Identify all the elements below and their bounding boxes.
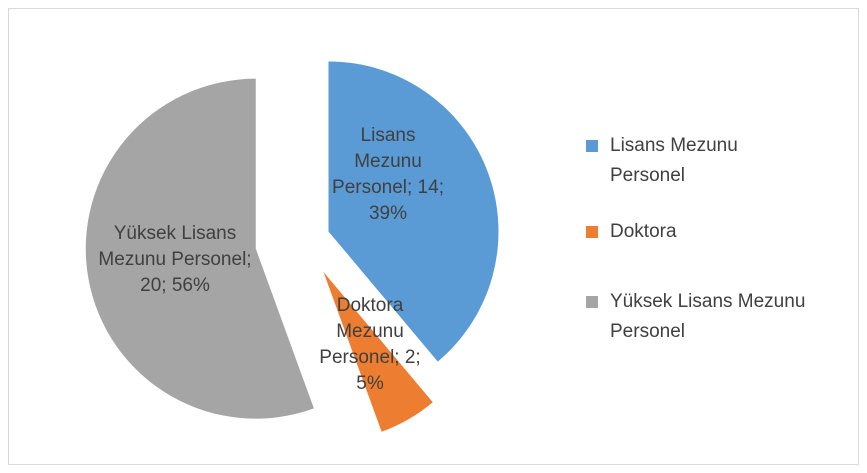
- legend-label: Lisans Mezunu Personel: [610, 135, 738, 186]
- legend-swatch: [586, 296, 598, 308]
- pie-slice: [323, 272, 433, 432]
- data-label: Lisans Mezunu Personel; 14; 39%: [332, 125, 444, 224]
- legend-label: Doktora: [610, 221, 677, 242]
- legend-swatch: [586, 226, 598, 238]
- legend-label: Yüksek Lisans Mezunu Personel: [610, 291, 806, 342]
- pie-slice: [85, 78, 314, 419]
- data-label: Yüksek Lisans Mezunu Personel; 20; 56%: [98, 223, 252, 296]
- legend-swatch: [586, 140, 598, 152]
- pie-slice: [328, 61, 499, 362]
- data-label: Doktora Mezunu Personel; 2; 5%: [319, 295, 421, 394]
